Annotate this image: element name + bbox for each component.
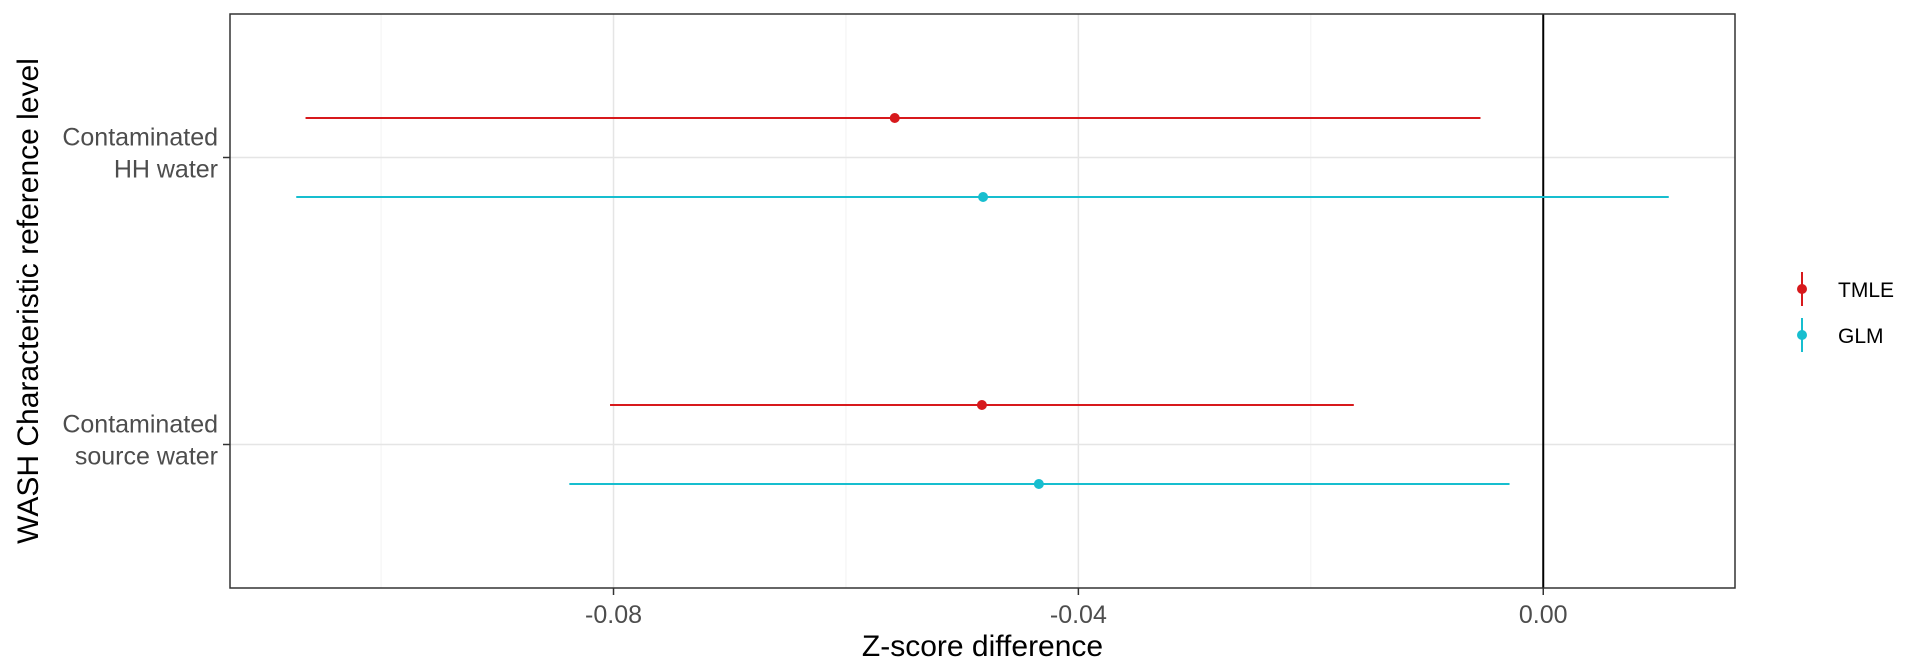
legend-key-point <box>1797 284 1807 294</box>
legend-key-point <box>1797 330 1807 340</box>
grid-lines <box>230 14 1735 588</box>
y-tick-label-line: Contaminated <box>62 124 218 152</box>
point-estimate <box>1033 479 1044 489</box>
y-tick-label: Contaminated source water <box>62 411 218 471</box>
legend-label: TMLE <box>1838 279 1894 302</box>
x-tick-label: -0.04 <box>1050 601 1107 629</box>
x-axis-title: Z-score difference <box>862 630 1103 663</box>
series-tmle <box>305 113 1481 410</box>
point-estimate <box>976 400 987 410</box>
point-estimate <box>978 192 989 202</box>
legend-item-tmle: TMLE <box>1797 272 1894 306</box>
series-glm <box>296 192 1669 489</box>
y-axis-ticks: Contaminated HH water Contaminated source w… <box>62 124 230 471</box>
legend-label: GLM <box>1838 325 1884 348</box>
x-axis-ticks: -0.08 -0.04 0.00 <box>585 588 1568 629</box>
y-tick-label-line: Contaminated <box>62 411 218 439</box>
y-axis-title: WASH Characteristic reference level <box>12 58 45 544</box>
y-tick-label-line: source water <box>75 443 218 471</box>
plot-panel-border <box>229 13 1736 589</box>
y-tick-label-line: HH water <box>114 156 218 184</box>
legend: TMLE GLM <box>1797 272 1894 352</box>
legend-item-glm: GLM <box>1797 318 1884 352</box>
data-series <box>296 113 1669 489</box>
x-tick-label: 0.00 <box>1519 601 1568 629</box>
y-tick-label: Contaminated HH water <box>62 124 218 184</box>
point-estimate <box>889 113 900 123</box>
x-tick-label: -0.08 <box>585 601 642 629</box>
